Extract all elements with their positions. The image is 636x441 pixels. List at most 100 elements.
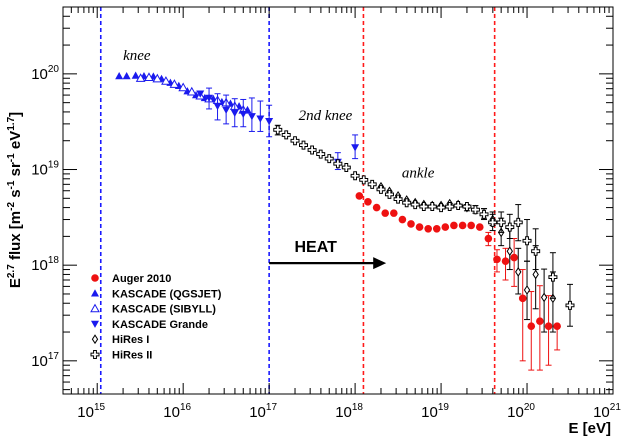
x-tick-label: 1019 — [421, 402, 449, 421]
y-tick-label: 1018 — [31, 255, 59, 274]
data-point — [402, 198, 412, 208]
data-point — [290, 136, 300, 146]
x-tick-label: 1021 — [593, 402, 621, 421]
x-axis-label: E [eV] — [568, 420, 611, 437]
legend-entry-label: Auger 2010 — [112, 273, 171, 285]
data-point — [122, 71, 131, 80]
data-point — [298, 140, 308, 150]
data-point — [531, 246, 541, 256]
data-point — [467, 221, 475, 230]
data-point — [436, 203, 446, 213]
data-point — [239, 110, 248, 119]
series-auger-2010 — [355, 192, 561, 371]
plot-border — [62, 6, 614, 395]
data-point — [196, 90, 205, 98]
legend-entry-label: HiRes II — [112, 350, 152, 362]
axis-tick-labels: 1015 1016 1017 1018 1019 1020 1021 1017 1018 1019… — [31, 64, 621, 421]
y-tick-label: 1020 — [31, 64, 59, 83]
x-tick-label: 1016 — [163, 402, 191, 421]
data-point — [135, 73, 146, 82]
data-point — [510, 253, 518, 262]
data-point — [384, 189, 394, 199]
data-point — [536, 317, 544, 325]
data-point — [324, 154, 334, 164]
data-point — [513, 217, 523, 227]
data-point — [144, 72, 154, 82]
data-point — [441, 223, 450, 231]
heat-arrow-head — [373, 257, 387, 270]
annotation-label: ankle — [402, 165, 435, 181]
data-point — [427, 202, 437, 212]
data-point — [419, 202, 429, 212]
data-point — [355, 192, 364, 200]
legend-entry-label: HiRes I — [112, 334, 149, 346]
data-point — [350, 171, 360, 181]
legend-entry-label: KASCADE Grande — [112, 319, 208, 331]
data-point — [341, 162, 351, 172]
legend: Auger 2010 KASCADE (QGSJET) KASCADE (SIBYL… — [90, 273, 222, 362]
data-point — [273, 125, 283, 135]
data-point — [445, 202, 455, 212]
data-point — [90, 303, 100, 313]
heat-label: HEAT — [294, 239, 337, 256]
data-point — [393, 194, 403, 204]
data-point — [364, 197, 372, 206]
data-point — [351, 144, 360, 152]
data-point — [307, 145, 317, 155]
data-point — [501, 257, 510, 266]
data-point — [381, 209, 390, 217]
data-point — [488, 217, 498, 227]
data-point — [316, 149, 326, 159]
data-point — [410, 200, 420, 210]
annotation-label: 2nd knee — [299, 108, 353, 124]
data-point — [367, 179, 377, 189]
data-point — [518, 294, 527, 303]
data-point — [415, 223, 424, 231]
data-point — [493, 255, 501, 264]
plot-frame — [62, 6, 614, 395]
data-point — [205, 94, 214, 102]
data-point — [333, 159, 343, 169]
data-point — [453, 201, 463, 211]
data-point — [131, 71, 140, 79]
data-point — [186, 86, 197, 96]
heat-arrow: HEAT — [269, 239, 387, 270]
data-point — [548, 272, 558, 282]
data-point — [247, 113, 256, 121]
data-point — [522, 236, 532, 246]
data-point — [432, 225, 441, 233]
data-point — [523, 285, 531, 295]
data-point — [178, 82, 189, 92]
data-point — [376, 184, 386, 194]
data-point — [213, 102, 222, 111]
legend-entry-label: KASCADE (SIBYLL) — [112, 304, 216, 316]
data-point — [515, 267, 522, 277]
data-point — [390, 209, 398, 217]
data-point — [115, 71, 124, 80]
data-point — [479, 209, 489, 219]
data-point — [372, 203, 381, 212]
x-tick-label: 1020 — [507, 402, 535, 421]
data-point — [458, 221, 467, 230]
chart-annotations: knee 2nd knee ankle — [123, 48, 435, 181]
data-point — [91, 320, 99, 328]
vertical-reference-lines — [99, 7, 496, 394]
data-markers — [115, 71, 575, 371]
legend-entry-label: KASCADE (QGSJET) — [112, 288, 222, 300]
y-tick-label: 1017 — [31, 351, 59, 370]
data-point — [506, 246, 513, 257]
data-point — [462, 202, 472, 212]
data-point — [532, 269, 539, 280]
data-point — [553, 322, 561, 331]
x-tick-label: 1015 — [77, 402, 105, 421]
data-point — [90, 350, 100, 359]
data-point — [265, 117, 274, 126]
data-point — [475, 223, 484, 231]
x-tick-label: 1017 — [249, 402, 277, 421]
x-tick-label: 1018 — [335, 402, 363, 421]
data-point — [161, 76, 171, 85]
data-point — [91, 289, 99, 297]
series-hires-ii — [273, 124, 575, 327]
